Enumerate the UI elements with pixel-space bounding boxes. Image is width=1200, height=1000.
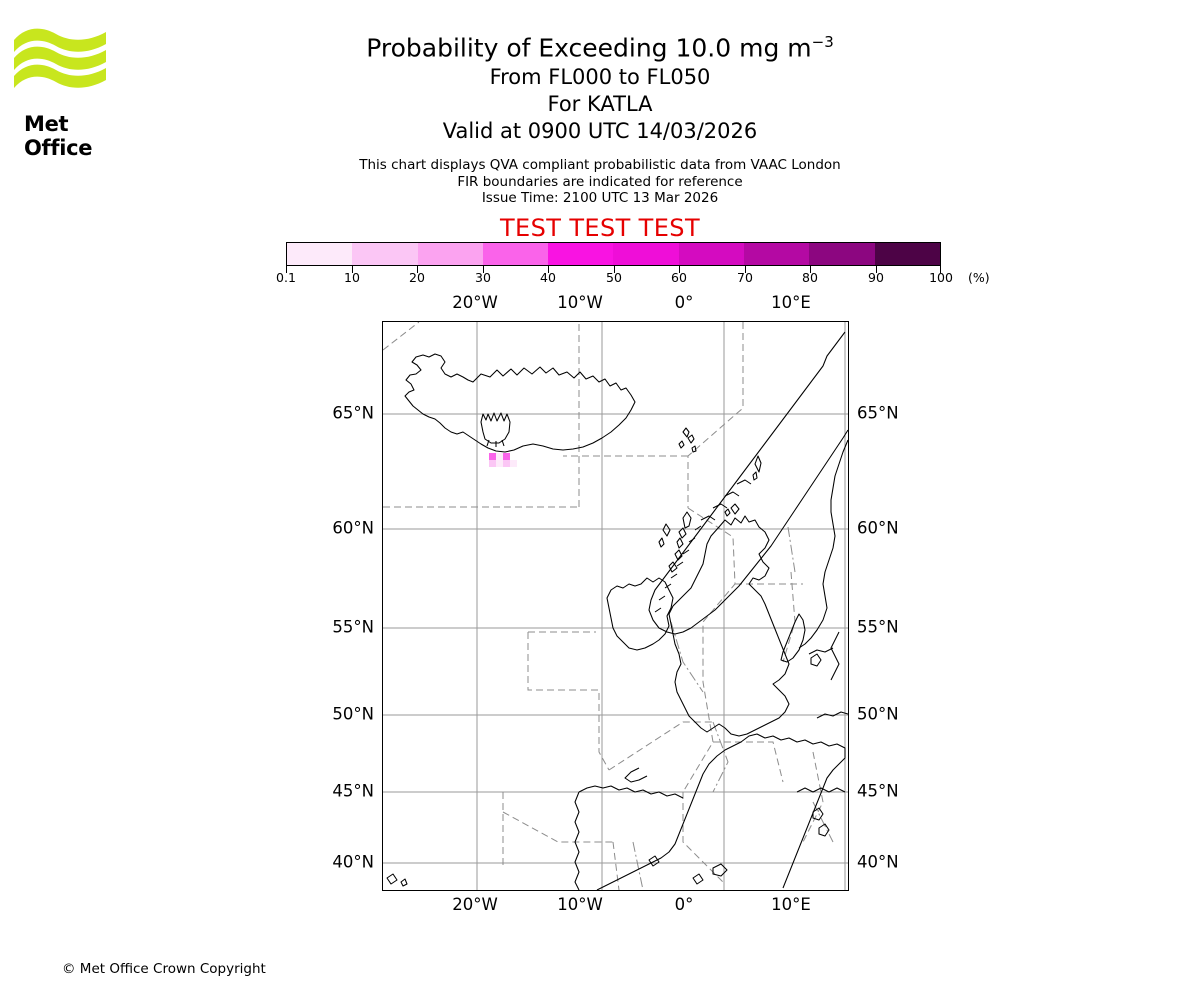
- colorbar-tick-label-40: 40: [540, 270, 556, 285]
- ash-plume-layer: [489, 453, 517, 467]
- colorbar-tick-0.1: [286, 266, 287, 273]
- met-office-logo-text: Met Office: [24, 112, 93, 160]
- ash-plume-cell: [496, 460, 503, 467]
- copyright-notice: © Met Office Crown Copyright: [62, 961, 266, 977]
- lon-label-top-3: 10°E: [771, 293, 811, 312]
- colorbar-band-50-60: [613, 243, 679, 265]
- met-office-logo: Met Office: [12, 24, 108, 160]
- page-title: Probability of Exceeding 10.0 mg m−3: [0, 26, 1200, 64]
- lon-label-top-0: 20°W: [452, 293, 498, 312]
- colorbar-band-90-100: [874, 243, 940, 265]
- colorbar-tick-20: [417, 266, 418, 273]
- colorbar-band-0.1-10: [287, 243, 353, 265]
- colorbar-tick-label-30: 30: [475, 270, 491, 285]
- page-title-exponent: −3: [811, 33, 834, 51]
- ash-plume-cell: [496, 453, 503, 460]
- ash-plume-cell: [510, 460, 517, 467]
- colorbar-tick-label-10: 10: [344, 270, 360, 285]
- lat-label-left-40: 40°N: [332, 852, 374, 872]
- colorbar-tick-label-50: 50: [606, 270, 622, 285]
- colorbar-tick-label-100: 100: [929, 270, 953, 285]
- colorbar-tick-label-90: 90: [868, 270, 884, 285]
- subtitle-valid-time: Valid at 0900 UTC 14/03/2026: [442, 119, 758, 144]
- lat-label-right-45: 45°N: [857, 781, 899, 801]
- colorbar-unit-label: (%): [968, 270, 990, 285]
- lat-label-left-45: 45°N: [332, 781, 374, 801]
- colorbar-band-20-30: [417, 243, 483, 265]
- lon-label-bottom-0: 20°W: [452, 895, 498, 914]
- metadata-issue-time: Issue Time: 2100 UTC 13 Mar 2026: [481, 190, 719, 207]
- ash-plume-cell: [503, 453, 510, 460]
- lon-label-bottom-1: 10°W: [557, 895, 603, 914]
- ash-probability-map[interactable]: [382, 321, 849, 891]
- colorbar-band-70-80: [744, 243, 810, 265]
- fir-boundaries-dashdot: [632, 526, 834, 890]
- met-office-waves-icon: [14, 28, 106, 88]
- probability-colorbar: [286, 242, 941, 266]
- coastlines: [386, 331, 848, 890]
- colorbar-tick-label-80: 80: [802, 270, 818, 285]
- metadata-source: This chart displays QVA compliant probab…: [359, 157, 841, 173]
- colorbar-tick-10: [352, 266, 353, 273]
- graticule-gridlines: [383, 322, 848, 890]
- colorbar-tick-50: [614, 266, 615, 273]
- colorbar-tick-60: [679, 266, 680, 273]
- colorbar-tick-80: [810, 266, 811, 273]
- colorbar-tick-40: [548, 266, 549, 273]
- lon-label-top-2: 0°: [674, 293, 694, 312]
- colorbar-band-80-90: [809, 243, 875, 265]
- lat-label-left-50: 50°N: [332, 704, 374, 724]
- title-block: Probability of Exceeding 10.0 mg m−3 Fro…: [0, 26, 1200, 145]
- colorbar-tick-30: [483, 266, 484, 273]
- metadata-block: This chart displays QVA compliant probab…: [0, 157, 1200, 207]
- colorbar-tick-labels: 0.1 10 20 30 40 50 60 70 80 90 100: [276, 270, 953, 288]
- colorbar-ticks: [286, 266, 941, 276]
- lat-label-right-60: 60°N: [857, 518, 899, 538]
- ash-plume-cell: [489, 453, 496, 460]
- colorbar-tick-90: [876, 266, 877, 273]
- ash-plume-cell: [503, 460, 510, 467]
- colorbar-band-10-20: [352, 243, 418, 265]
- lon-label-bottom-2: 0°: [674, 895, 694, 914]
- colorbar-tick-label-20: 20: [409, 270, 425, 285]
- colorbar-band-30-40: [482, 243, 549, 265]
- lat-label-right-50: 50°N: [857, 704, 899, 724]
- subtitle-flight-levels: From FL000 to FL050: [489, 65, 711, 90]
- lat-label-left-60: 60°N: [332, 518, 374, 538]
- page-title-text: Probability of Exceeding 10.0 mg m: [366, 33, 812, 63]
- colorbar-tick-70: [745, 266, 746, 273]
- lat-label-right-40: 40°N: [857, 852, 899, 872]
- lat-label-right-65: 65°N: [857, 403, 899, 423]
- subtitle-volcano: For KATLA: [547, 92, 653, 117]
- lon-label-bottom-3: 10°E: [771, 895, 811, 914]
- metadata-fir-note: FIR boundaries are indicated for referen…: [457, 173, 743, 190]
- lon-label-top-1: 10°W: [557, 293, 603, 312]
- colorbar-tick-label-70: 70: [737, 270, 753, 285]
- map-canvas: [383, 322, 848, 890]
- colorbar-tick-label-60: 60: [671, 270, 687, 285]
- colorbar-band-40-50: [548, 243, 614, 265]
- fir-boundaries: [383, 322, 824, 890]
- colorbar-tick-label-0.1: 0.1: [276, 270, 296, 285]
- colorbar-gradient: [286, 242, 941, 266]
- test-banner: TEST TEST TEST: [499, 214, 700, 242]
- colorbar-tick-100: [940, 266, 941, 273]
- lat-label-left-55: 55°N: [332, 617, 374, 637]
- colorbar-band-60-70: [678, 243, 745, 265]
- ash-plume-cell: [489, 460, 496, 467]
- lat-label-right-55: 55°N: [857, 617, 899, 637]
- lat-label-left-65: 65°N: [332, 403, 374, 423]
